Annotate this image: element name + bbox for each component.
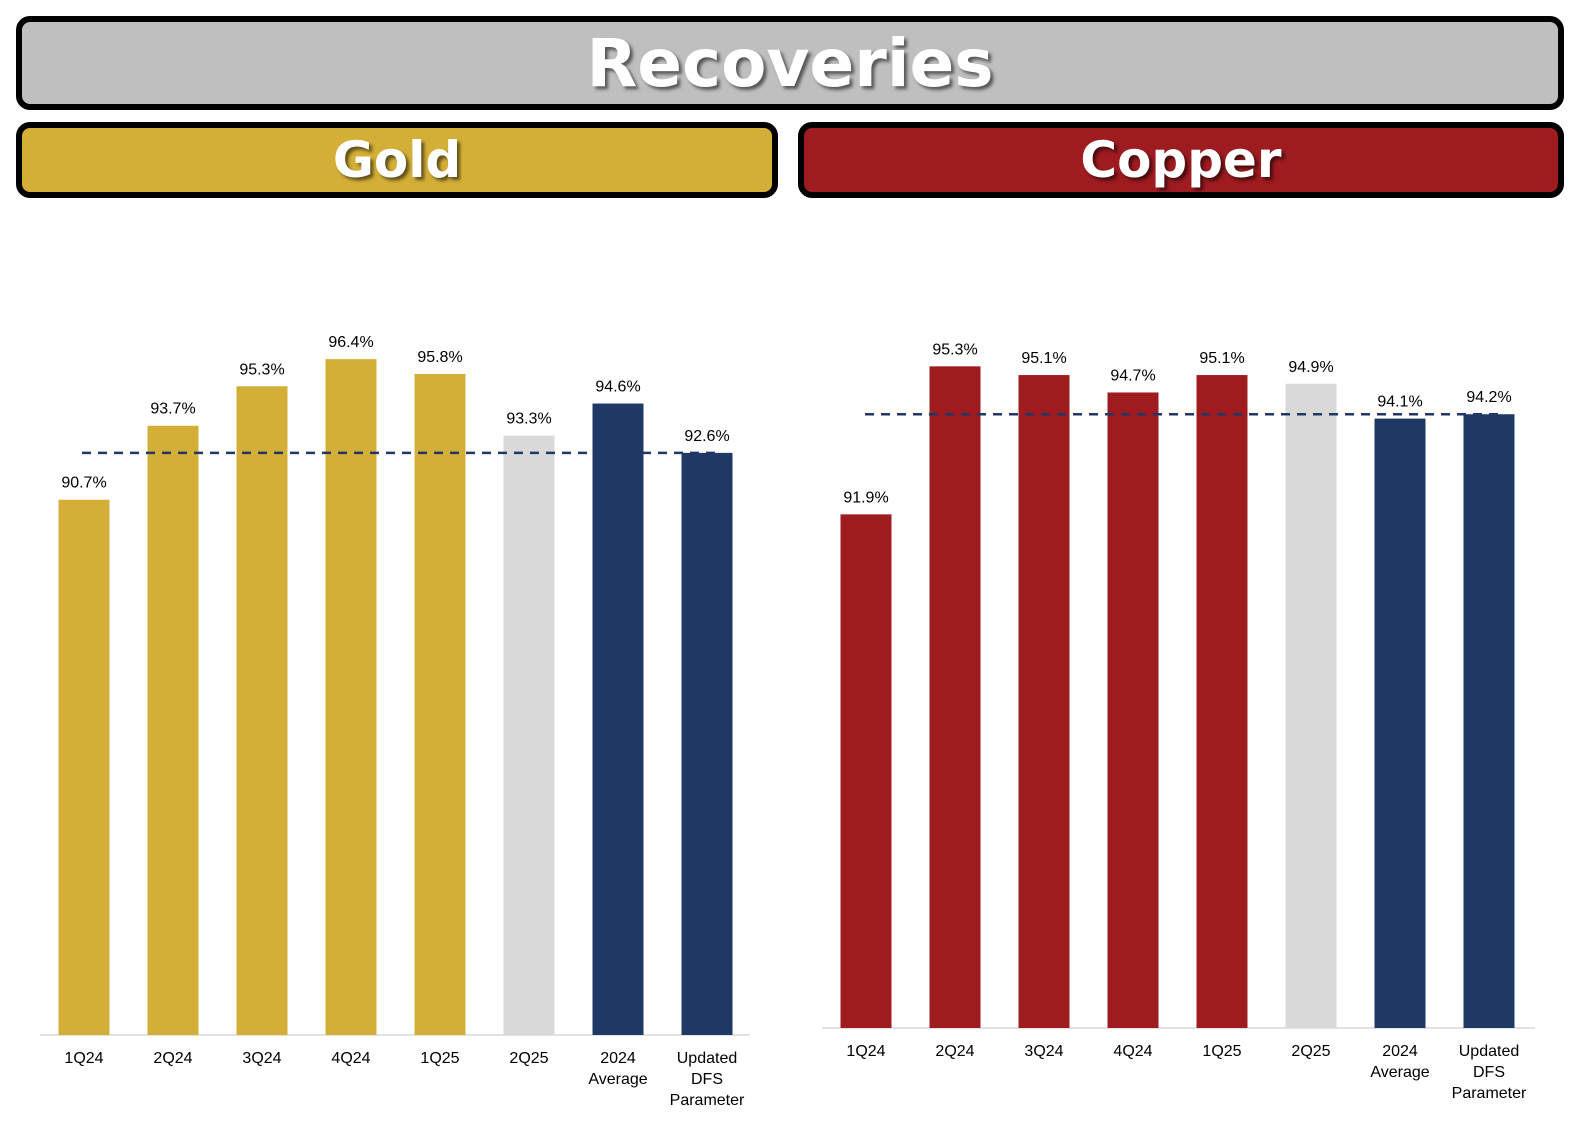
gold-category-label: 4Q24 [331,1050,370,1067]
gold-banner: Gold [16,122,778,198]
copper-data-label: 95.1% [1021,350,1066,367]
copper-category-label: 2024 [1382,1043,1418,1060]
copper-bar [1285,383,1337,1028]
copper-category-label: DFS [1473,1064,1505,1081]
gold-bar [325,359,377,1036]
gold-bar [147,425,199,1035]
copper-data-label: 95.1% [1199,350,1244,367]
gold-data-label: 95.8% [417,349,462,366]
copper-chart-title: Copper [1080,131,1282,189]
copper-category-label: Updated [1459,1043,1520,1060]
copper-data-label: 94.7% [1110,367,1155,384]
copper-data-label: 95.3% [932,341,977,358]
copper-bar [1196,375,1248,1028]
gold-data-label: 96.4% [328,334,373,351]
copper-category-label: 2Q24 [935,1043,974,1060]
gold-chart: 90.7% 1Q24 93.7% 2Q24 95.3% 3Q24 96.4% 4Q24 95.8… [40,334,750,1109]
copper-banner: Copper [798,122,1564,198]
gold-data-label: 93.7% [150,401,195,418]
copper-category-label: 1Q25 [1202,1043,1241,1060]
gold-bar [681,452,733,1035]
copper-data-label: 94.9% [1288,359,1333,376]
gold-data-label: 93.3% [506,411,551,428]
copper-bar [840,514,892,1028]
copper-bar [1374,418,1426,1028]
gold-category-label: 1Q24 [64,1050,103,1067]
gold-category-label: 3Q24 [242,1050,281,1067]
copper-data-label: 94.2% [1466,389,1511,406]
gold-category-label: DFS [691,1071,723,1088]
copper-category-label: Average [1370,1064,1429,1081]
gold-data-label: 90.7% [61,475,106,492]
copper-bar [929,366,981,1029]
gold-category-label: Parameter [670,1092,745,1109]
gold-bar [236,386,288,1035]
copper-bar [1463,414,1515,1028]
copper-data-label: 91.9% [843,489,888,506]
copper-category-label: 1Q24 [846,1043,885,1060]
copper-chart: 91.9% 1Q24 95.3% 2Q24 95.1% 3Q24 94.7% 4Q24 95.1… [822,341,1535,1102]
title-banner: Recoveries [16,16,1564,110]
gold-bar [592,403,644,1035]
page-title: Recoveries [586,24,994,102]
gold-bar [503,435,555,1036]
gold-data-label: 92.6% [684,428,729,445]
gold-category-label: 2024 [600,1050,636,1067]
gold-data-label: 95.3% [239,361,284,378]
gold-category-label: 2Q25 [509,1050,548,1067]
gold-bar [58,499,110,1035]
copper-bar [1107,392,1159,1028]
copper-data-label: 94.1% [1377,394,1422,411]
gold-data-label: 94.6% [595,379,640,396]
gold-category-label: Updated [677,1050,738,1067]
gold-chart-title: Gold [332,131,462,189]
copper-bar [1018,375,1070,1028]
gold-category-label: Average [588,1071,647,1088]
copper-category-label: Parameter [1452,1085,1527,1102]
copper-category-label: 3Q24 [1024,1043,1063,1060]
copper-category-label: 2Q25 [1291,1043,1330,1060]
copper-category-label: 4Q24 [1113,1043,1152,1060]
gold-category-label: 1Q25 [420,1050,459,1067]
gold-bar [414,373,466,1035]
gold-category-label: 2Q24 [153,1050,192,1067]
